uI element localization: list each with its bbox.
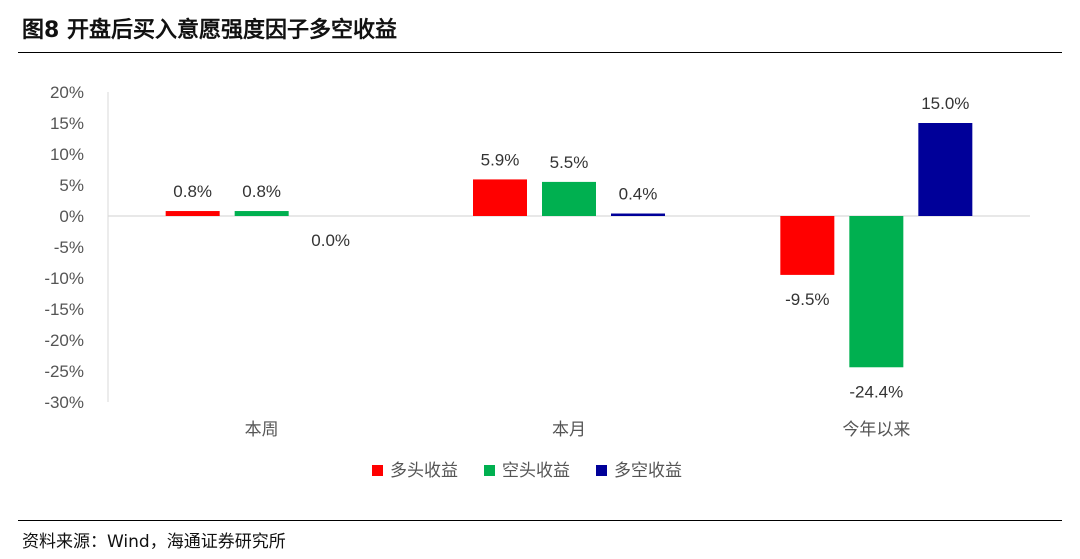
y-tick-label: -20% bbox=[44, 331, 84, 350]
legend-swatch bbox=[596, 465, 607, 476]
bar-series bbox=[165, 123, 973, 368]
bar bbox=[611, 213, 665, 216]
data-label: 5.5% bbox=[550, 153, 589, 172]
bar bbox=[473, 179, 527, 216]
y-tick-label: -5% bbox=[54, 238, 84, 257]
data-label: -9.5% bbox=[785, 290, 829, 309]
y-tick-label: 15% bbox=[50, 114, 84, 133]
y-tick-label: 20% bbox=[50, 83, 84, 102]
bar bbox=[780, 216, 835, 275]
legend-label: 多头收益 bbox=[390, 461, 458, 480]
y-tick-label: 5% bbox=[59, 176, 84, 195]
y-tick-label: -10% bbox=[44, 269, 84, 288]
source-note: 资料来源：Wind，海通证券研究所 bbox=[22, 532, 286, 552]
footer-divider bbox=[18, 520, 1062, 521]
bar bbox=[234, 211, 289, 216]
data-label: 0.4% bbox=[619, 185, 658, 204]
bar bbox=[918, 123, 973, 216]
data-label: 0.8% bbox=[173, 182, 212, 201]
y-tick-label: -30% bbox=[44, 393, 84, 412]
x-axis: 本周 本月 今年以来 bbox=[245, 420, 911, 439]
legend-label: 空头收益 bbox=[502, 461, 570, 480]
bar bbox=[849, 216, 904, 368]
x-tick-label: 本月 bbox=[552, 420, 586, 439]
legend-swatch bbox=[372, 465, 383, 476]
chart-area: 20% 15% 10% 5% 0% -5% -10% -15% -20% -25% -30% 0.8… bbox=[0, 60, 1080, 500]
bar-chart: 20% 15% 10% 5% 0% -5% -10% -15% -20% -25% -30% 0.8… bbox=[44, 83, 1030, 480]
data-label: -24.4% bbox=[849, 382, 903, 401]
page-title: 图8 开盘后买入意愿强度因子多空收益 bbox=[22, 18, 397, 43]
bar bbox=[542, 181, 596, 216]
data-label: 15.0% bbox=[921, 94, 969, 113]
legend-label: 多空收益 bbox=[614, 461, 682, 480]
legend: 多头收益 空头收益 多空收益 bbox=[372, 461, 682, 480]
y-tick-label: -15% bbox=[44, 300, 84, 319]
header: 图8 开盘后买入意愿强度因子多空收益 bbox=[0, 0, 1080, 52]
data-label: 0.0% bbox=[311, 231, 350, 250]
y-axis: 20% 15% 10% 5% 0% -5% -10% -15% -20% -25% -30% bbox=[44, 83, 109, 412]
y-tick-label: -25% bbox=[44, 362, 84, 381]
x-tick-label: 今年以来 bbox=[842, 420, 910, 439]
x-tick-label: 本周 bbox=[245, 420, 279, 439]
legend-swatch bbox=[484, 465, 495, 476]
y-tick-label: 10% bbox=[50, 145, 84, 164]
data-label: 0.8% bbox=[242, 182, 281, 201]
data-labels: 0.8% 0.8% 0.0% 5.9% 5.5% 0.4% -9.5% -24.4% 15.0% bbox=[173, 94, 969, 401]
bar bbox=[165, 211, 220, 216]
data-label: 5.9% bbox=[481, 150, 520, 169]
title-divider bbox=[18, 52, 1062, 53]
y-tick-label: 0% bbox=[59, 207, 84, 226]
